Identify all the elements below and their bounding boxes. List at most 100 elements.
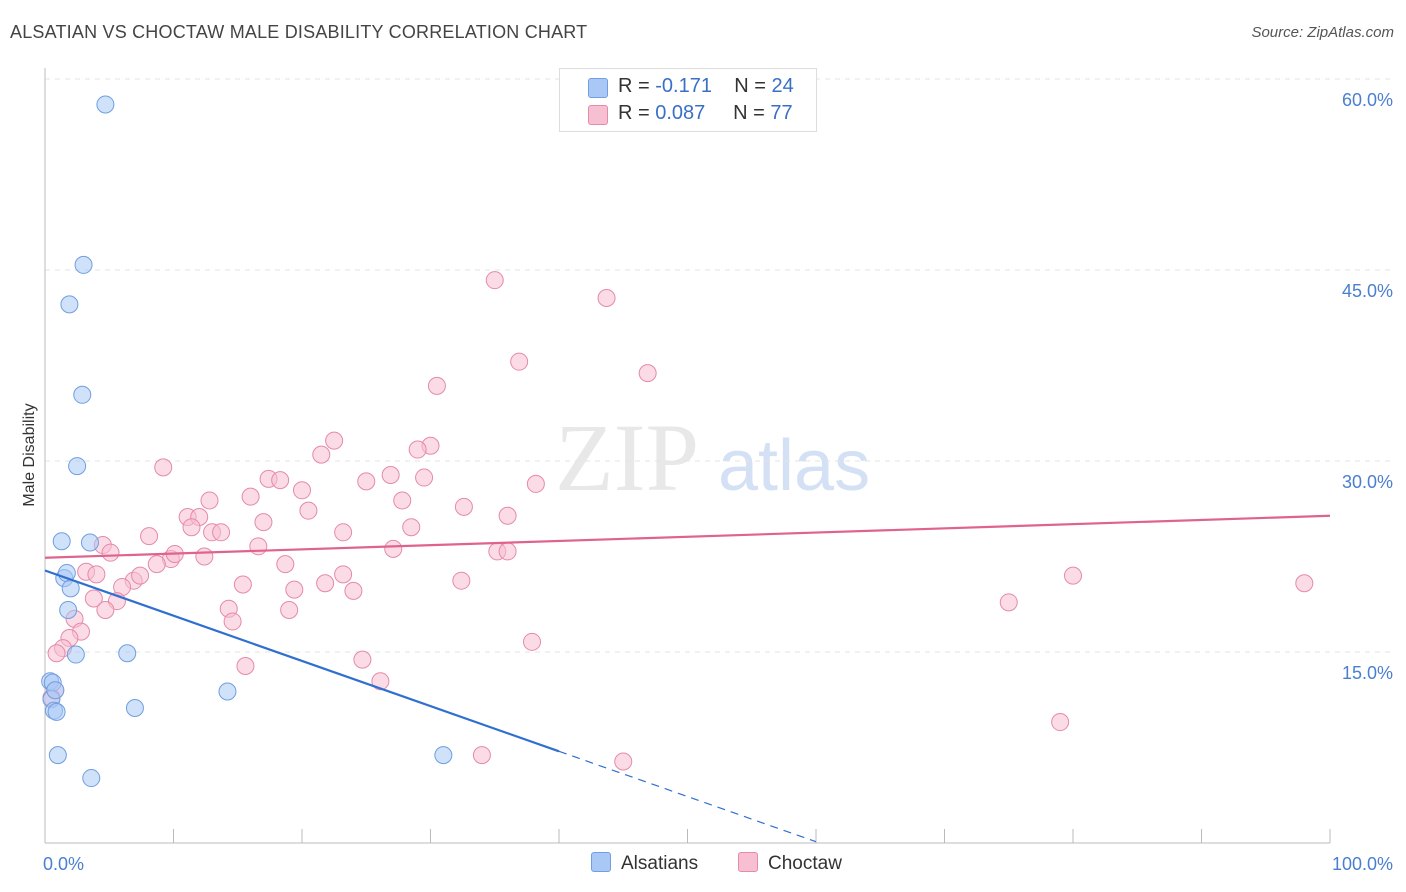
alsatians-point	[118, 644, 137, 663]
chart-title: ALSATIAN VS CHOCTAW MALE DISABILITY CORR…	[10, 22, 588, 42]
choctaw-trend-line	[44, 514, 1331, 559]
alsatians-points	[41, 95, 453, 788]
choctaw-point	[212, 523, 231, 542]
choctaw-point	[408, 440, 427, 459]
alsatians-point	[74, 255, 93, 274]
alsatians-legend-label: Alsatians	[621, 853, 699, 874]
choctaw-point	[344, 581, 363, 600]
choctaw-point	[200, 491, 219, 510]
bottom-legend-choctaw: Choctaw	[738, 852, 842, 875]
y-tick-label: 45.0%	[1342, 281, 1393, 301]
choctaw-point	[233, 575, 252, 594]
choctaw-point	[312, 445, 331, 464]
gridlines	[45, 78, 1395, 653]
choctaw-point	[523, 632, 542, 651]
alsatians-point	[68, 457, 87, 476]
trend-lines	[44, 514, 1331, 843]
bottom-legend-alsatians: Alsatians	[591, 852, 698, 875]
legend-n-label: N =	[734, 75, 772, 97]
choctaw-point	[241, 487, 260, 506]
choctaw-point	[271, 471, 290, 490]
y-tick-label: 60.0%	[1342, 90, 1393, 110]
alsatians-point	[52, 532, 71, 551]
choctaw-point	[454, 497, 473, 516]
choctaw-point	[154, 458, 173, 477]
choctaw-point	[334, 523, 353, 542]
choctaw-point	[96, 600, 115, 619]
x-tick-label-max: 100.0%	[1332, 854, 1393, 874]
choctaw-point	[316, 574, 335, 593]
choctaw-point	[101, 543, 120, 562]
alsatians-point	[218, 682, 237, 701]
legend-n-value: 24	[771, 75, 794, 97]
y-axis-label: Male Disability	[21, 403, 38, 506]
alsatians-point	[66, 645, 85, 664]
choctaw-point	[526, 474, 545, 493]
legend-n-value: 77	[770, 102, 793, 124]
alsatians-point	[47, 702, 66, 721]
choctaw-point	[299, 501, 318, 520]
choctaw-point	[498, 506, 517, 525]
choctaw-point	[249, 537, 268, 556]
y-tick-label: 15.0%	[1342, 663, 1393, 683]
alsatians-point	[82, 769, 101, 788]
choctaw-point	[415, 468, 434, 487]
choctaw-point	[353, 650, 372, 669]
choctaw-point	[285, 580, 304, 599]
alsatians-point	[46, 681, 65, 700]
watermark-zip: ZIP	[555, 404, 699, 511]
alsatians-point	[48, 746, 67, 765]
choctaw-point	[638, 364, 657, 383]
choctaw-point	[293, 481, 311, 500]
choctaw-point	[1064, 566, 1082, 585]
choctaw-point	[254, 513, 273, 532]
choctaw-point	[427, 376, 446, 395]
alsatians-point	[96, 95, 115, 114]
chart-source: Source: ZipAtlas.com	[1251, 24, 1394, 41]
alsatians-point	[59, 600, 78, 619]
choctaw-point	[47, 644, 66, 663]
alsatians-legend-swatch	[591, 852, 611, 872]
choctaw-point	[334, 565, 353, 584]
axes	[44, 68, 1331, 844]
alsatians-point	[434, 746, 453, 765]
alsatians-trend-line-extension	[558, 750, 817, 843]
choctaw-legend-label: Choctaw	[768, 853, 842, 874]
choctaw-point	[402, 518, 421, 537]
legend-r-label: R =	[618, 102, 656, 124]
choctaw-point	[452, 571, 471, 590]
choctaw-point	[384, 539, 403, 558]
alsatians-swatch	[588, 78, 608, 98]
choctaw-point	[510, 352, 529, 371]
choctaw-point	[1051, 713, 1070, 732]
choctaw-point	[393, 491, 412, 510]
choctaw-point	[140, 527, 159, 546]
legend-r-value: -0.171	[655, 75, 712, 97]
tick-labels: 15.0% 30.0% 45.0% 60.0% 0.0% 100.0%	[43, 90, 1393, 874]
legend-r-value: 0.087	[655, 102, 706, 124]
choctaw-point	[371, 672, 390, 691]
choctaw-point	[597, 289, 616, 308]
choctaw-point	[87, 565, 106, 584]
choctaw-point	[498, 542, 517, 561]
choctaw-point	[472, 746, 491, 765]
choctaw-point	[280, 600, 299, 619]
alsatians-trend-line	[44, 569, 560, 753]
legend-r-label: R =	[618, 75, 656, 97]
correlation-legend: R = -0.171 N = 24 R = 0.087 N = 77	[559, 68, 817, 132]
choctaw-point	[223, 612, 242, 631]
choctaw-point	[84, 589, 103, 608]
alsatians-point	[80, 533, 99, 552]
choctaw-point	[195, 547, 214, 566]
alsatians-point	[125, 699, 144, 718]
legend-n-label: N =	[733, 102, 771, 124]
choctaw-point	[614, 752, 633, 771]
watermark-atlas: atlas	[718, 426, 870, 506]
x-tick-label-min: 0.0%	[43, 854, 84, 874]
choctaw-point	[276, 555, 295, 574]
choctaw-point	[485, 271, 504, 290]
choctaw-point	[381, 466, 400, 485]
alsatians-point	[73, 385, 92, 404]
y-tick-label: 30.0%	[1342, 472, 1393, 492]
